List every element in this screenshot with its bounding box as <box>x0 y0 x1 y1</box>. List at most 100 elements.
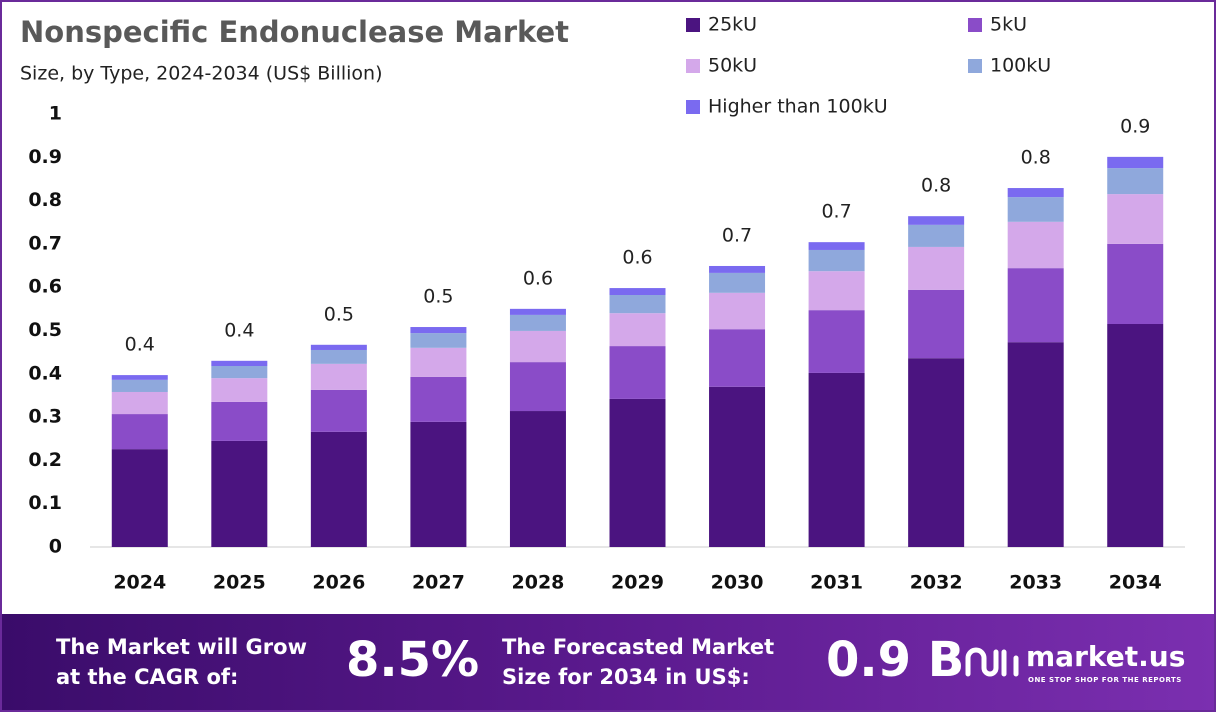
y-tick-label: 0.7 <box>28 232 62 254</box>
logo-icon <box>965 647 1019 677</box>
total-label: 0.6 <box>523 267 553 289</box>
x-tick-label: 2031 <box>810 572 863 594</box>
y-tick-label: 0.9 <box>28 146 62 168</box>
y-tick-label: 0.2 <box>28 449 62 471</box>
bar-segment <box>310 344 367 350</box>
total-label: 0.8 <box>921 175 951 197</box>
bar-segment <box>808 310 865 373</box>
bar-segment <box>908 216 965 225</box>
bar-segment <box>1007 342 1064 547</box>
y-tick-label: 0.1 <box>28 492 62 514</box>
banner: The Market will Grow at the CAGR of: 8.5… <box>2 614 1214 710</box>
total-label: 0.5 <box>423 286 453 308</box>
x-tick-label: 2028 <box>512 572 565 594</box>
total-label: 0.8 <box>1021 147 1051 169</box>
total-label: 0.7 <box>722 224 752 246</box>
y-tick-label: 1 <box>49 103 62 125</box>
bar-segment <box>410 421 467 547</box>
brand: market.us <box>1026 640 1186 673</box>
total-label: 0.4 <box>125 334 155 356</box>
bar-segment <box>410 376 467 422</box>
bar-segment <box>211 378 268 402</box>
bar-segment <box>1007 221 1064 269</box>
total-label: 0.7 <box>821 201 851 223</box>
cagr-text: The Market will Grow at the CAGR of: <box>56 632 307 692</box>
bar-segment <box>111 375 168 380</box>
bar-segment <box>1107 156 1164 169</box>
legend-swatch <box>968 18 982 32</box>
total-label: 0.9 <box>1120 115 1150 137</box>
bar-segment <box>509 330 566 363</box>
bar-segment <box>709 386 766 547</box>
legend-label: 5kU <box>990 14 1027 36</box>
bar-segment <box>609 398 666 547</box>
bar-segment <box>609 346 666 399</box>
x-tick-label: 2027 <box>412 572 465 594</box>
bar-segment <box>410 327 467 334</box>
bar-segment <box>908 246 965 290</box>
bar-segment <box>410 347 467 377</box>
legend-label: 100kU <box>990 55 1051 77</box>
bar-segment <box>410 333 467 348</box>
bar-segment <box>310 349 367 364</box>
text-line: Size for 2034 in US$: <box>502 665 750 689</box>
legend-swatch <box>968 59 982 73</box>
bar-segment <box>609 288 666 295</box>
bar-segment <box>808 372 865 547</box>
bar-segment <box>1107 243 1164 325</box>
bar-segment <box>609 313 666 347</box>
bar-segment <box>111 414 168 450</box>
bar-segment <box>808 271 865 311</box>
bar-segment <box>709 272 766 293</box>
bar-segment <box>509 314 566 331</box>
bar-segment <box>908 224 965 247</box>
bar-segment <box>211 440 268 547</box>
forecast-value: 0.9 B <box>826 632 965 688</box>
bar-segment <box>709 265 766 273</box>
bar-segment <box>211 360 268 367</box>
total-label: 0.6 <box>622 247 652 269</box>
y-tick-label: 0.8 <box>28 189 62 211</box>
text-line: at the CAGR of: <box>56 665 239 689</box>
legend-label: Higher than 100kU <box>708 96 888 118</box>
bar-segment <box>111 449 168 547</box>
bar-segment <box>111 391 168 415</box>
x-tick-label: 2033 <box>1009 572 1062 594</box>
bar-segment <box>310 431 367 547</box>
bar-segment <box>709 292 766 330</box>
x-tick-label: 2025 <box>213 572 266 594</box>
bar-segment <box>1007 188 1064 198</box>
cagr-value: 8.5% <box>346 632 480 688</box>
chart-title: Nonspecific Endonuclease Market <box>20 15 569 49</box>
chart: Nonspecific Endonuclease Market Size, by… <box>20 14 1185 594</box>
tagline: ONE STOP SHOP FOR THE REPORTS <box>1028 676 1182 684</box>
bar-segment <box>1107 324 1164 547</box>
forecast-text: The Forecasted Market Size for 2034 in U… <box>502 632 774 692</box>
bar-segment <box>908 358 965 547</box>
bar-segment <box>609 294 666 314</box>
legend-label: 50kU <box>708 55 757 77</box>
legend-swatch <box>686 18 700 32</box>
bar-segment <box>211 366 268 379</box>
y-tick-label: 0.5 <box>28 319 62 341</box>
bar-segment <box>1007 268 1064 343</box>
bar-segment <box>211 401 268 441</box>
bar-segment <box>509 308 566 315</box>
x-tick-label: 2030 <box>711 572 764 594</box>
bar-segment <box>509 411 566 547</box>
y-tick-label: 0 <box>49 536 62 558</box>
y-tick-label: 0.3 <box>28 406 62 428</box>
x-tick-label: 2024 <box>113 572 166 594</box>
legend-swatch <box>686 59 700 73</box>
bar-segment <box>808 242 865 250</box>
chart-subtitle: Size, by Type, 2024-2034 (US$ Billion) <box>20 63 382 85</box>
text-line: The Market will Grow <box>56 635 307 659</box>
bar-segment <box>111 379 168 392</box>
x-tick-label: 2026 <box>312 572 365 594</box>
legend-swatch <box>686 100 700 114</box>
y-tick-label: 0.4 <box>28 362 62 384</box>
x-tick-label: 2032 <box>910 572 963 594</box>
bar-segment <box>808 249 865 272</box>
x-tick-label: 2029 <box>611 572 664 594</box>
